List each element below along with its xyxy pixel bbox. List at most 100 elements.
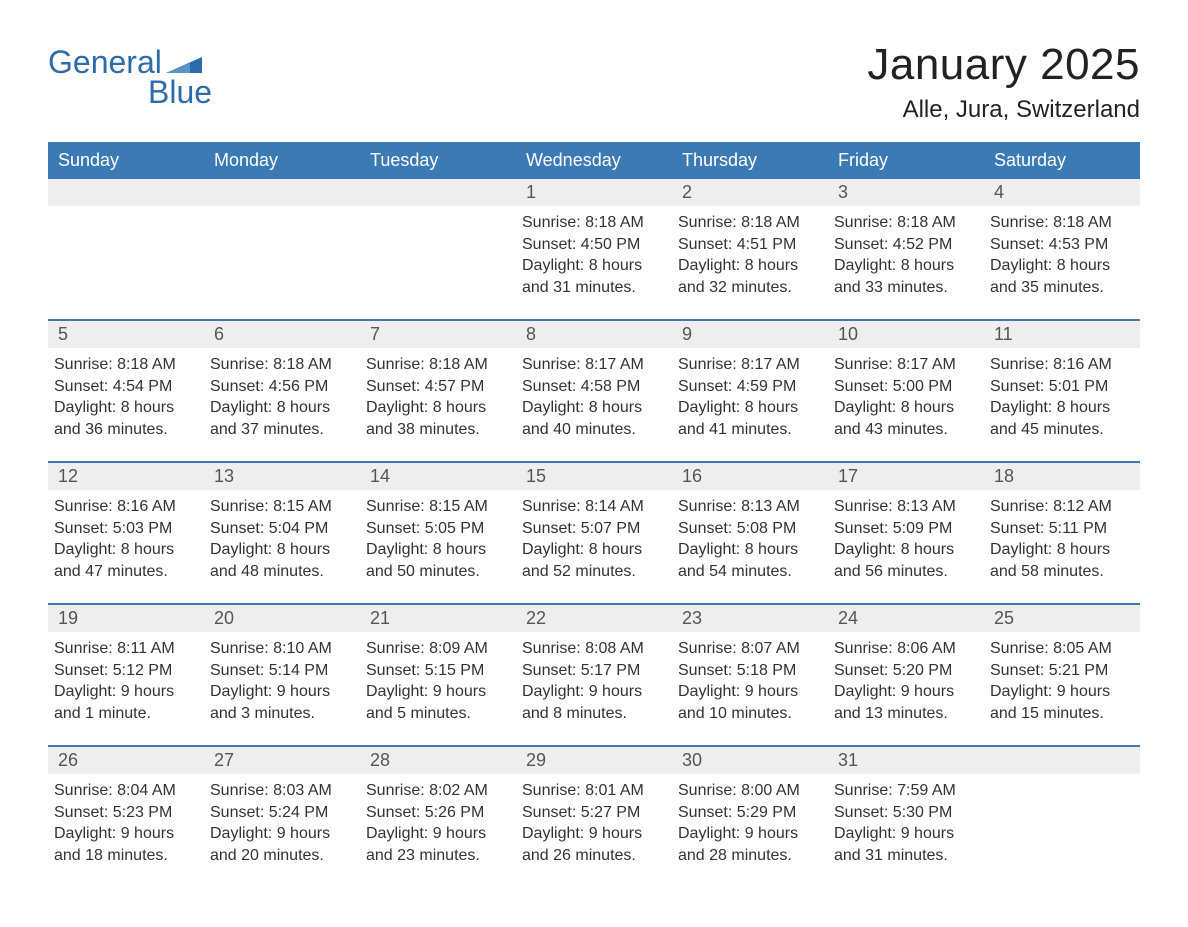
- daylight-label: Daylight:: [522, 683, 584, 700]
- sunset-line: Sunset: 5:17 PM: [522, 660, 662, 682]
- daylight-label: Daylight:: [366, 399, 428, 416]
- sunset-line: Sunset: 5:08 PM: [678, 518, 818, 540]
- day-cell: 8Sunrise: 8:17 AMSunset: 4:58 PMDaylight…: [516, 321, 672, 461]
- daylight-line: Daylight: 8 hours and 41 minutes.: [678, 397, 818, 440]
- day-number: 29: [516, 747, 672, 774]
- daylight-line: Daylight: 9 hours and 18 minutes.: [54, 823, 194, 866]
- sunrise-label: Sunrise:: [834, 498, 893, 515]
- day-body: Sunrise: 8:05 AMSunset: 5:21 PMDaylight:…: [984, 632, 1140, 724]
- sunset-value: 4:50 PM: [581, 236, 641, 253]
- day-body: Sunrise: 8:16 AMSunset: 5:03 PMDaylight:…: [48, 490, 204, 582]
- day-number: 22: [516, 605, 672, 632]
- sunrise-value: 8:04 AM: [117, 782, 176, 799]
- daylight-label: Daylight:: [210, 399, 272, 416]
- weekday-header: Tuesday: [360, 142, 516, 179]
- sunrise-line: Sunrise: 8:18 AM: [990, 212, 1130, 234]
- sunrise-label: Sunrise:: [990, 640, 1049, 657]
- daylight-line: Daylight: 9 hours and 5 minutes.: [366, 681, 506, 724]
- sunrise-value: 8:12 AM: [1053, 498, 1112, 515]
- sunset-value: 4:57 PM: [425, 378, 485, 395]
- day-cell: 26Sunrise: 8:04 AMSunset: 5:23 PMDayligh…: [48, 747, 204, 887]
- sunset-label: Sunset:: [54, 520, 108, 537]
- sunrise-line: Sunrise: 8:15 AM: [366, 496, 506, 518]
- day-cell: 28Sunrise: 8:02 AMSunset: 5:26 PMDayligh…: [360, 747, 516, 887]
- daylight-line: Daylight: 8 hours and 52 minutes.: [522, 539, 662, 582]
- week-row: 12Sunrise: 8:16 AMSunset: 5:03 PMDayligh…: [48, 461, 1140, 603]
- day-number: 11: [984, 321, 1140, 348]
- sunset-value: 5:27 PM: [581, 804, 641, 821]
- sunset-value: 5:23 PM: [113, 804, 173, 821]
- day-body: Sunrise: 8:16 AMSunset: 5:01 PMDaylight:…: [984, 348, 1140, 440]
- daylight-line: Daylight: 8 hours and 45 minutes.: [990, 397, 1130, 440]
- sunset-value: 5:11 PM: [1049, 520, 1107, 537]
- sunrise-value: 8:18 AM: [429, 356, 488, 373]
- sunrise-line: Sunrise: 8:09 AM: [366, 638, 506, 660]
- logo-text-blue: Blue: [48, 74, 212, 111]
- sunset-label: Sunset:: [990, 378, 1044, 395]
- day-cell: 25Sunrise: 8:05 AMSunset: 5:21 PMDayligh…: [984, 605, 1140, 745]
- day-number: 16: [672, 463, 828, 490]
- sunrise-label: Sunrise:: [522, 498, 581, 515]
- day-number: 12: [48, 463, 204, 490]
- sunrise-line: Sunrise: 8:07 AM: [678, 638, 818, 660]
- sunrise-value: 8:17 AM: [585, 356, 644, 373]
- daylight-line: Daylight: 8 hours and 43 minutes.: [834, 397, 974, 440]
- logo: General Blue: [48, 46, 212, 111]
- daylight-label: Daylight:: [678, 541, 740, 558]
- sunset-line: Sunset: 5:12 PM: [54, 660, 194, 682]
- sunrise-label: Sunrise:: [522, 214, 581, 231]
- sunset-value: 4:56 PM: [269, 378, 329, 395]
- daylight-line: Daylight: 9 hours and 8 minutes.: [522, 681, 662, 724]
- daylight-label: Daylight:: [366, 825, 428, 842]
- day-body: Sunrise: 7:59 AMSunset: 5:30 PMDaylight:…: [828, 774, 984, 866]
- sunrise-line: Sunrise: 8:11 AM: [54, 638, 194, 660]
- sunset-label: Sunset:: [210, 804, 264, 821]
- sunset-value: 4:59 PM: [737, 378, 797, 395]
- sunset-line: Sunset: 5:04 PM: [210, 518, 350, 540]
- day-number: 15: [516, 463, 672, 490]
- day-number: 26: [48, 747, 204, 774]
- sunrise-label: Sunrise:: [54, 498, 113, 515]
- daylight-line: Daylight: 8 hours and 32 minutes.: [678, 255, 818, 298]
- day-body: Sunrise: 8:13 AMSunset: 5:08 PMDaylight:…: [672, 490, 828, 582]
- sunset-label: Sunset:: [834, 804, 888, 821]
- daylight-line: Daylight: 9 hours and 13 minutes.: [834, 681, 974, 724]
- sunrise-line: Sunrise: 8:16 AM: [990, 354, 1130, 376]
- day-cell: 19Sunrise: 8:11 AMSunset: 5:12 PMDayligh…: [48, 605, 204, 745]
- calendar: Sunday Monday Tuesday Wednesday Thursday…: [48, 142, 1140, 887]
- sunrise-line: Sunrise: 8:03 AM: [210, 780, 350, 802]
- daylight-label: Daylight:: [678, 399, 740, 416]
- day-number: 9: [672, 321, 828, 348]
- sunset-line: Sunset: 5:01 PM: [990, 376, 1130, 398]
- sunrise-line: Sunrise: 8:00 AM: [678, 780, 818, 802]
- weekday-header: Monday: [204, 142, 360, 179]
- month-title: January 2025: [867, 40, 1140, 90]
- sunset-label: Sunset:: [366, 520, 420, 537]
- sunset-value: 4:52 PM: [893, 236, 953, 253]
- sunrise-value: 8:18 AM: [273, 356, 332, 373]
- daylight-line: Daylight: 8 hours and 31 minutes.: [522, 255, 662, 298]
- sunset-label: Sunset:: [678, 662, 732, 679]
- day-body: Sunrise: 8:15 AMSunset: 5:05 PMDaylight:…: [360, 490, 516, 582]
- day-number: 23: [672, 605, 828, 632]
- day-body: Sunrise: 8:18 AMSunset: 4:56 PMDaylight:…: [204, 348, 360, 440]
- day-number: 18: [984, 463, 1140, 490]
- sunrise-label: Sunrise:: [366, 498, 425, 515]
- day-number: 31: [828, 747, 984, 774]
- sunrise-line: Sunrise: 8:10 AM: [210, 638, 350, 660]
- daylight-line: Daylight: 9 hours and 15 minutes.: [990, 681, 1130, 724]
- sunset-value: 4:53 PM: [1049, 236, 1109, 253]
- sunrise-value: 8:02 AM: [429, 782, 488, 799]
- sunrise-value: 8:07 AM: [741, 640, 800, 657]
- day-number: 24: [828, 605, 984, 632]
- daylight-line: Daylight: 9 hours and 20 minutes.: [210, 823, 350, 866]
- day-cell: [984, 747, 1140, 887]
- sunset-value: 5:04 PM: [269, 520, 329, 537]
- sunrise-label: Sunrise:: [522, 356, 581, 373]
- day-body: Sunrise: 8:07 AMSunset: 5:18 PMDaylight:…: [672, 632, 828, 724]
- sunrise-label: Sunrise:: [834, 640, 893, 657]
- weekday-header: Saturday: [984, 142, 1140, 179]
- weeks-container: 1Sunrise: 8:18 AMSunset: 4:50 PMDaylight…: [48, 179, 1140, 887]
- sunset-value: 5:20 PM: [893, 662, 953, 679]
- sunrise-label: Sunrise:: [834, 356, 893, 373]
